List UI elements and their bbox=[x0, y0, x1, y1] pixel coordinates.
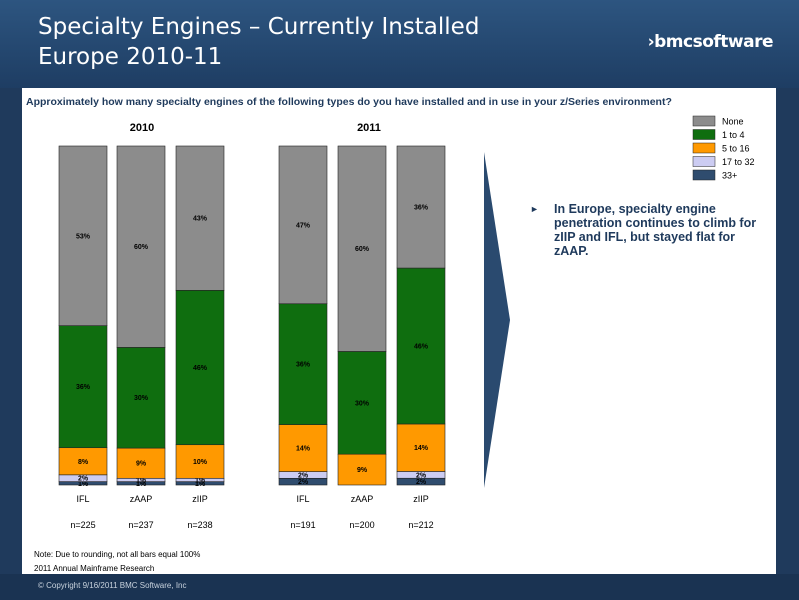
arrow-shape bbox=[484, 152, 510, 488]
data-label-2011-zIIP-33+: 2% bbox=[416, 479, 427, 486]
data-label-2011-IFL-5-to-16: 14% bbox=[296, 446, 311, 453]
bar-segment-2010-zAAP-None bbox=[116, 145, 166, 348]
data-label-2011-zIIP-17-to-32: 2% bbox=[416, 472, 427, 479]
bar-segment-2011-zAAP-5-to-16 bbox=[337, 453, 387, 486]
legend-label-1-to-4: 1 to 4 bbox=[722, 130, 745, 140]
bar-segment-2011-IFL-None bbox=[278, 145, 328, 305]
legend-label-33+: 33+ bbox=[722, 171, 737, 181]
panel-title-2011: 2011 bbox=[357, 122, 381, 134]
data-label-2011-IFL-33+: 2% bbox=[298, 479, 309, 486]
tick-label-2010-IFL: IFL bbox=[76, 494, 89, 504]
bullet-marker: ► bbox=[530, 204, 539, 214]
data-label-2011-zAAP-None: 60% bbox=[355, 246, 370, 253]
data-label-2011-IFL-None: 47% bbox=[296, 222, 311, 229]
data-label-2010-zAAP-None: 60% bbox=[134, 244, 149, 251]
data-label-2010-IFL-17-to-32: 2% bbox=[78, 476, 89, 483]
bar-segment-2010-IFL-None bbox=[58, 145, 108, 326]
bar-segment-2010-zIIP-5-to-16 bbox=[175, 444, 225, 479]
data-label-2010-zIIP-33+: 1% bbox=[195, 481, 206, 488]
data-label-2011-zIIP-5-to-16: 14% bbox=[414, 445, 429, 452]
bar-segment-2011-zIIP-1-to-4 bbox=[396, 267, 446, 425]
data-label-2011-zIIP-1-to-4: 46% bbox=[414, 344, 429, 351]
source-note: 2011 Annual Mainframe Research bbox=[34, 564, 155, 573]
data-label-2010-zAAP-17-to-32: 1% bbox=[136, 477, 147, 484]
bar-segment-2010-zIIP-1-to-4 bbox=[175, 290, 225, 446]
data-label-2010-IFL-5-to-16: 8% bbox=[78, 459, 89, 466]
data-label-2010-IFL-None: 53% bbox=[76, 233, 91, 240]
legend-swatch-33+ bbox=[692, 169, 716, 181]
n-label-2010-zAAP: n=237 bbox=[128, 520, 153, 530]
data-label-2010-zAAP-33+: 1% bbox=[136, 481, 147, 488]
data-label-2010-IFL-1-to-4: 36% bbox=[76, 384, 91, 391]
bar-segment-2011-IFL-1-to-4 bbox=[278, 303, 328, 425]
slide-header: Specialty Engines – Currently Installed … bbox=[0, 0, 799, 88]
legend-swatch-1-to-4 bbox=[692, 129, 716, 140]
survey-question: Approximately how many specialty engines… bbox=[26, 96, 672, 108]
tick-label-2010-zIIP: zIIP bbox=[192, 494, 208, 504]
data-label-2010-zAAP-1-to-4: 30% bbox=[134, 395, 149, 402]
legend-swatch-5-to-16 bbox=[692, 142, 716, 154]
bar-segment-2010-zAAP-5-to-16 bbox=[116, 447, 166, 479]
data-label-2011-IFL-1-to-4: 36% bbox=[296, 362, 311, 369]
bar-segment-2010-IFL-5-to-16 bbox=[58, 447, 108, 476]
bar-segment-2011-zAAP-None bbox=[337, 145, 387, 352]
legend-label-5-to-16: 5 to 16 bbox=[722, 144, 750, 154]
data-label-2010-zIIP-None: 43% bbox=[193, 216, 208, 223]
n-label-2010-zIIP: n=238 bbox=[187, 520, 212, 530]
legend-label-None: None bbox=[722, 117, 744, 127]
n-label-2011-zIIP: n=212 bbox=[408, 520, 433, 530]
data-label-2010-zIIP-5-to-16: 10% bbox=[193, 459, 208, 466]
legend-label-17-to-32: 17 to 32 bbox=[722, 157, 755, 167]
bar-segment-2011-zIIP-None bbox=[396, 145, 446, 269]
slide-subtitle: Europe 2010-11 bbox=[38, 44, 223, 70]
bar-segment-2010-IFL-1-to-4 bbox=[58, 325, 108, 449]
copyright: © Copyright 9/16/2011 BMC Software, Inc bbox=[38, 581, 187, 590]
n-label-2010-IFL: n=225 bbox=[70, 520, 95, 530]
data-label-2010-zIIP-1-to-4: 46% bbox=[193, 365, 208, 372]
panel-title-2010: 2010 bbox=[130, 122, 154, 134]
legend-swatch-17-to-32 bbox=[692, 156, 716, 167]
bmc-logo: ›bmcsoftware bbox=[647, 32, 774, 52]
bar-segment-2010-zIIP-None bbox=[175, 145, 225, 291]
data-label-2011-zAAP-5-to-16: 9% bbox=[357, 467, 368, 474]
data-label-2011-zIIP-None: 36% bbox=[414, 205, 429, 212]
data-label-2011-IFL-17-to-32: 2% bbox=[298, 472, 309, 479]
n-label-2011-zAAP: n=200 bbox=[349, 520, 374, 530]
tick-label-2011-IFL: IFL bbox=[296, 494, 309, 504]
bar-segment-2011-zAAP-1-to-4 bbox=[337, 351, 387, 455]
n-label-2011-IFL: n=191 bbox=[290, 520, 315, 530]
slide-title: Specialty Engines – Currently Installed bbox=[38, 14, 480, 40]
tick-label-2010-zAAP: zAAP bbox=[130, 494, 153, 504]
data-label-2010-zIIP-17-to-32: 1% bbox=[195, 477, 206, 484]
legend-swatch-None bbox=[692, 115, 716, 127]
bar-segment-2011-IFL-5-to-16 bbox=[278, 424, 328, 472]
bullet-text: In Europe, specialty engine penetration … bbox=[554, 202, 757, 258]
data-label-2011-zAAP-1-to-4: 30% bbox=[355, 400, 370, 407]
tick-label-2011-zIIP: zIIP bbox=[413, 494, 429, 504]
slide-footer: © Copyright 9/16/2011 BMC Software, Inc bbox=[0, 574, 799, 600]
data-label-2010-IFL-33+: 1% bbox=[78, 481, 89, 488]
rounding-note: Note: Due to rounding, not all bars equa… bbox=[34, 550, 201, 559]
tick-label-2011-zAAP: zAAP bbox=[351, 494, 374, 504]
data-label-2010-zAAP-5-to-16: 9% bbox=[136, 461, 147, 468]
